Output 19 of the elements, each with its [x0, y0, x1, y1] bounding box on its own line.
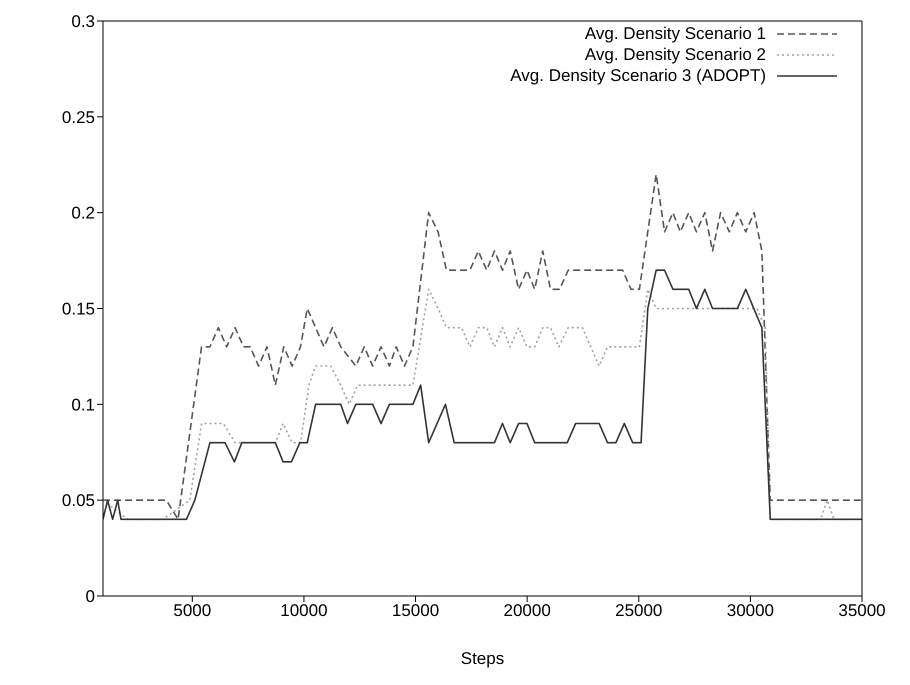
y-tick-label: 0.3 [71, 12, 95, 32]
x-axis-title: Steps [460, 649, 504, 668]
legend-label: Avg. Density Scenario 1 [584, 24, 766, 44]
x-tick-label: 15000 [392, 601, 440, 620]
x-tick-label: 5000 [173, 601, 212, 620]
x-tick-label: 20000 [504, 601, 551, 620]
y-tick-label: 0 [86, 587, 95, 606]
y-tick-label: 0.15 [62, 300, 95, 319]
line-series [103, 174, 862, 520]
x-tick-label: 35000 [838, 601, 886, 620]
y-tick-label: 0.05 [62, 491, 95, 510]
legend-label: Avg. Density Scenario 2 [584, 44, 766, 64]
x-tick-label: 10000 [280, 601, 328, 620]
y-tick-label: 0.25 [62, 108, 95, 127]
x-tick-label: 25000 [615, 601, 662, 620]
x-tick-label: 30000 [726, 601, 774, 620]
legend-label: Avg. Density Scenario 3 (ADOPT) [510, 66, 766, 86]
y-tick-label: 0.2 [71, 204, 95, 223]
y-tick-label: 0.1 [71, 395, 95, 414]
